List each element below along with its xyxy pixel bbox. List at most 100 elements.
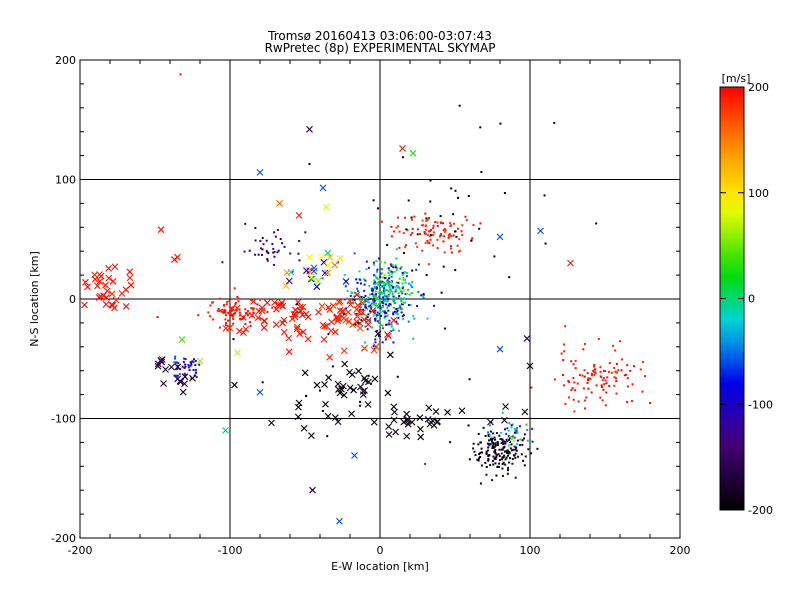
data-point: [256, 303, 259, 306]
data-point: [376, 313, 379, 316]
data-point: [502, 442, 505, 445]
data-point: [385, 280, 388, 283]
data-point: [385, 282, 388, 285]
data-point: [350, 291, 353, 294]
data-point: [595, 384, 598, 387]
data-point: [369, 310, 372, 313]
data-point-x: [342, 316, 350, 324]
colorbar-tick-label: -100: [748, 398, 773, 411]
data-point: [395, 288, 398, 291]
data-point-x: [239, 313, 247, 321]
data-point: [513, 427, 516, 430]
data-point: [178, 373, 181, 376]
data-point: [444, 327, 447, 330]
data-point: [450, 251, 453, 254]
data-point: [523, 433, 526, 436]
data-point: [477, 443, 480, 446]
data-point: [394, 286, 397, 289]
data-point: [602, 377, 605, 380]
data-point: [366, 300, 369, 303]
data-point: [379, 260, 382, 263]
data-point: [378, 291, 381, 294]
data-point: [501, 440, 504, 443]
data-point: [385, 315, 388, 318]
data-point: [220, 310, 223, 313]
data-point: [484, 461, 487, 464]
data-point-x: [256, 168, 264, 176]
data-point: [398, 297, 401, 300]
data-point-x: [322, 203, 330, 211]
data-point: [511, 435, 514, 438]
data-point: [449, 247, 452, 250]
data-point-x: [344, 308, 352, 316]
data-point: [405, 275, 408, 278]
data-point: [452, 213, 455, 216]
data-point-x: [335, 314, 342, 322]
data-point: [194, 371, 197, 374]
data-point: [633, 365, 636, 368]
data-point-x: [302, 310, 310, 318]
data-point: [411, 227, 414, 230]
data-point: [525, 423, 528, 426]
data-point: [230, 314, 233, 317]
data-point: [613, 384, 616, 387]
y-tick-label: -200: [51, 532, 76, 545]
data-point: [421, 249, 424, 252]
data-point: [226, 300, 229, 303]
data-point: [536, 447, 539, 450]
data-point-x: [97, 272, 105, 280]
data-point: [353, 252, 356, 255]
data-point-x: [285, 277, 293, 285]
data-point: [605, 391, 608, 394]
data-point: [436, 247, 439, 250]
data-point: [412, 315, 415, 318]
data-point-x: [118, 289, 126, 297]
data-point-x: [370, 418, 378, 426]
data-point: [433, 231, 436, 234]
data-point: [453, 222, 456, 225]
data-point: [438, 235, 441, 238]
data-point: [373, 302, 376, 305]
data-point: [368, 301, 371, 304]
data-point-x: [384, 389, 392, 397]
data-point: [641, 361, 644, 364]
data-point: [234, 303, 237, 306]
data-point: [283, 245, 286, 248]
data-point-x: [103, 294, 110, 301]
data-point: [615, 362, 618, 365]
data-point-x: [96, 278, 104, 285]
data-point: [244, 323, 247, 326]
data-point: [373, 274, 376, 277]
data-point: [389, 288, 392, 291]
data-point: [420, 294, 423, 297]
data-point: [321, 277, 324, 280]
data-point: [388, 285, 391, 288]
data-point: [509, 447, 512, 450]
data-point: [388, 319, 391, 322]
data-point-x: [280, 328, 288, 336]
data-point-x: [102, 281, 109, 289]
data-point: [397, 316, 400, 319]
data-point: [343, 273, 346, 276]
data-point: [560, 352, 563, 355]
data-point: [474, 454, 477, 457]
data-point: [456, 227, 459, 230]
data-point: [378, 299, 381, 302]
y-axis-label: N-S location [km]: [28, 251, 41, 347]
data-point: [450, 187, 453, 190]
data-point: [379, 323, 382, 326]
data-point: [402, 285, 405, 288]
data-point: [460, 230, 463, 233]
data-point: [523, 464, 526, 467]
data-point-x: [384, 331, 391, 338]
data-point: [374, 302, 377, 305]
data-point: [419, 233, 422, 236]
data-point-x: [285, 348, 293, 356]
data-point-x: [496, 345, 504, 353]
data-point: [426, 239, 429, 242]
data-point-x: [181, 380, 188, 388]
data-point: [387, 272, 390, 275]
data-point: [476, 458, 479, 461]
data-point: [427, 241, 430, 244]
data-point: [406, 292, 409, 295]
